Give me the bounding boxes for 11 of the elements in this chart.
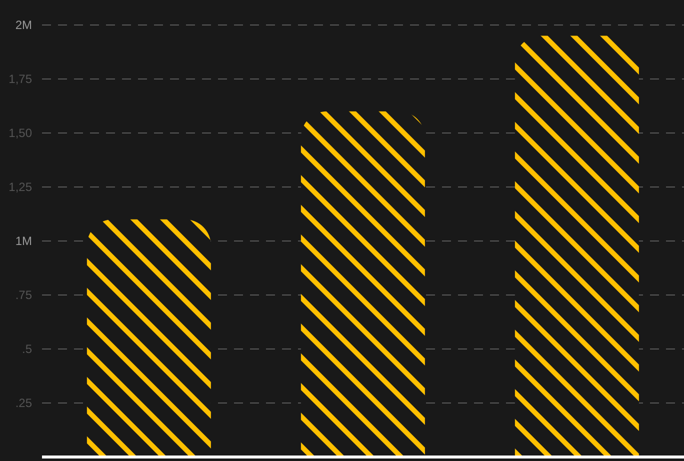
bar [86, 219, 211, 457]
y-tick-label: 1M [15, 234, 32, 248]
y-tick-label: 1,25 [8, 180, 32, 194]
y-tick-label: 2M [15, 18, 32, 32]
y-tick-label: .5 [22, 342, 32, 356]
bar [514, 36, 639, 457]
y-tick-label: .25 [15, 396, 32, 410]
y-tick-label: 1,75 [8, 72, 32, 86]
bar [300, 111, 425, 457]
y-tick-label: 1,50 [8, 126, 32, 140]
y-tick-label: .75 [15, 288, 32, 302]
